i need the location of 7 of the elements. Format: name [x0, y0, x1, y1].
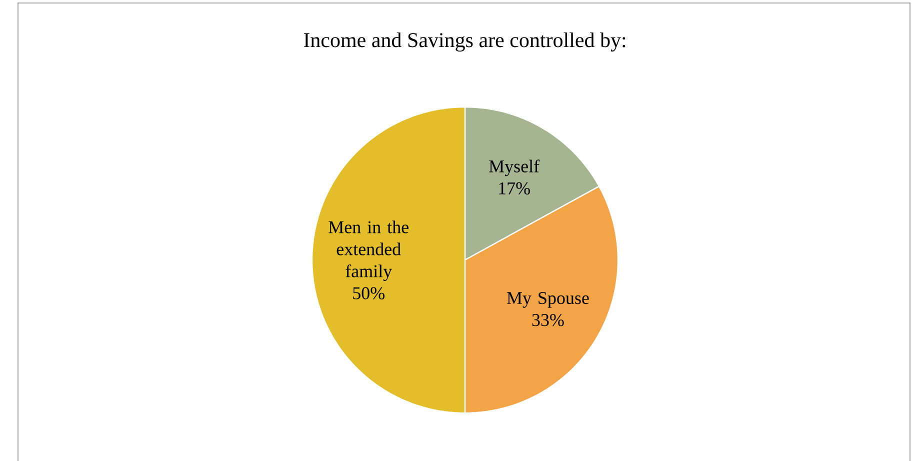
slice-label: Men in the extended family — [328, 220, 408, 282]
chart-title: Income and Savings are controlled by: — [304, 32, 626, 52]
data-label: 17% — [499, 182, 530, 194]
slice-label: Myself — [489, 160, 540, 176]
data-label: 33% — [532, 314, 564, 326]
data-label: 50% — [353, 287, 384, 300]
slice-label: My Spouse — [506, 292, 589, 308]
